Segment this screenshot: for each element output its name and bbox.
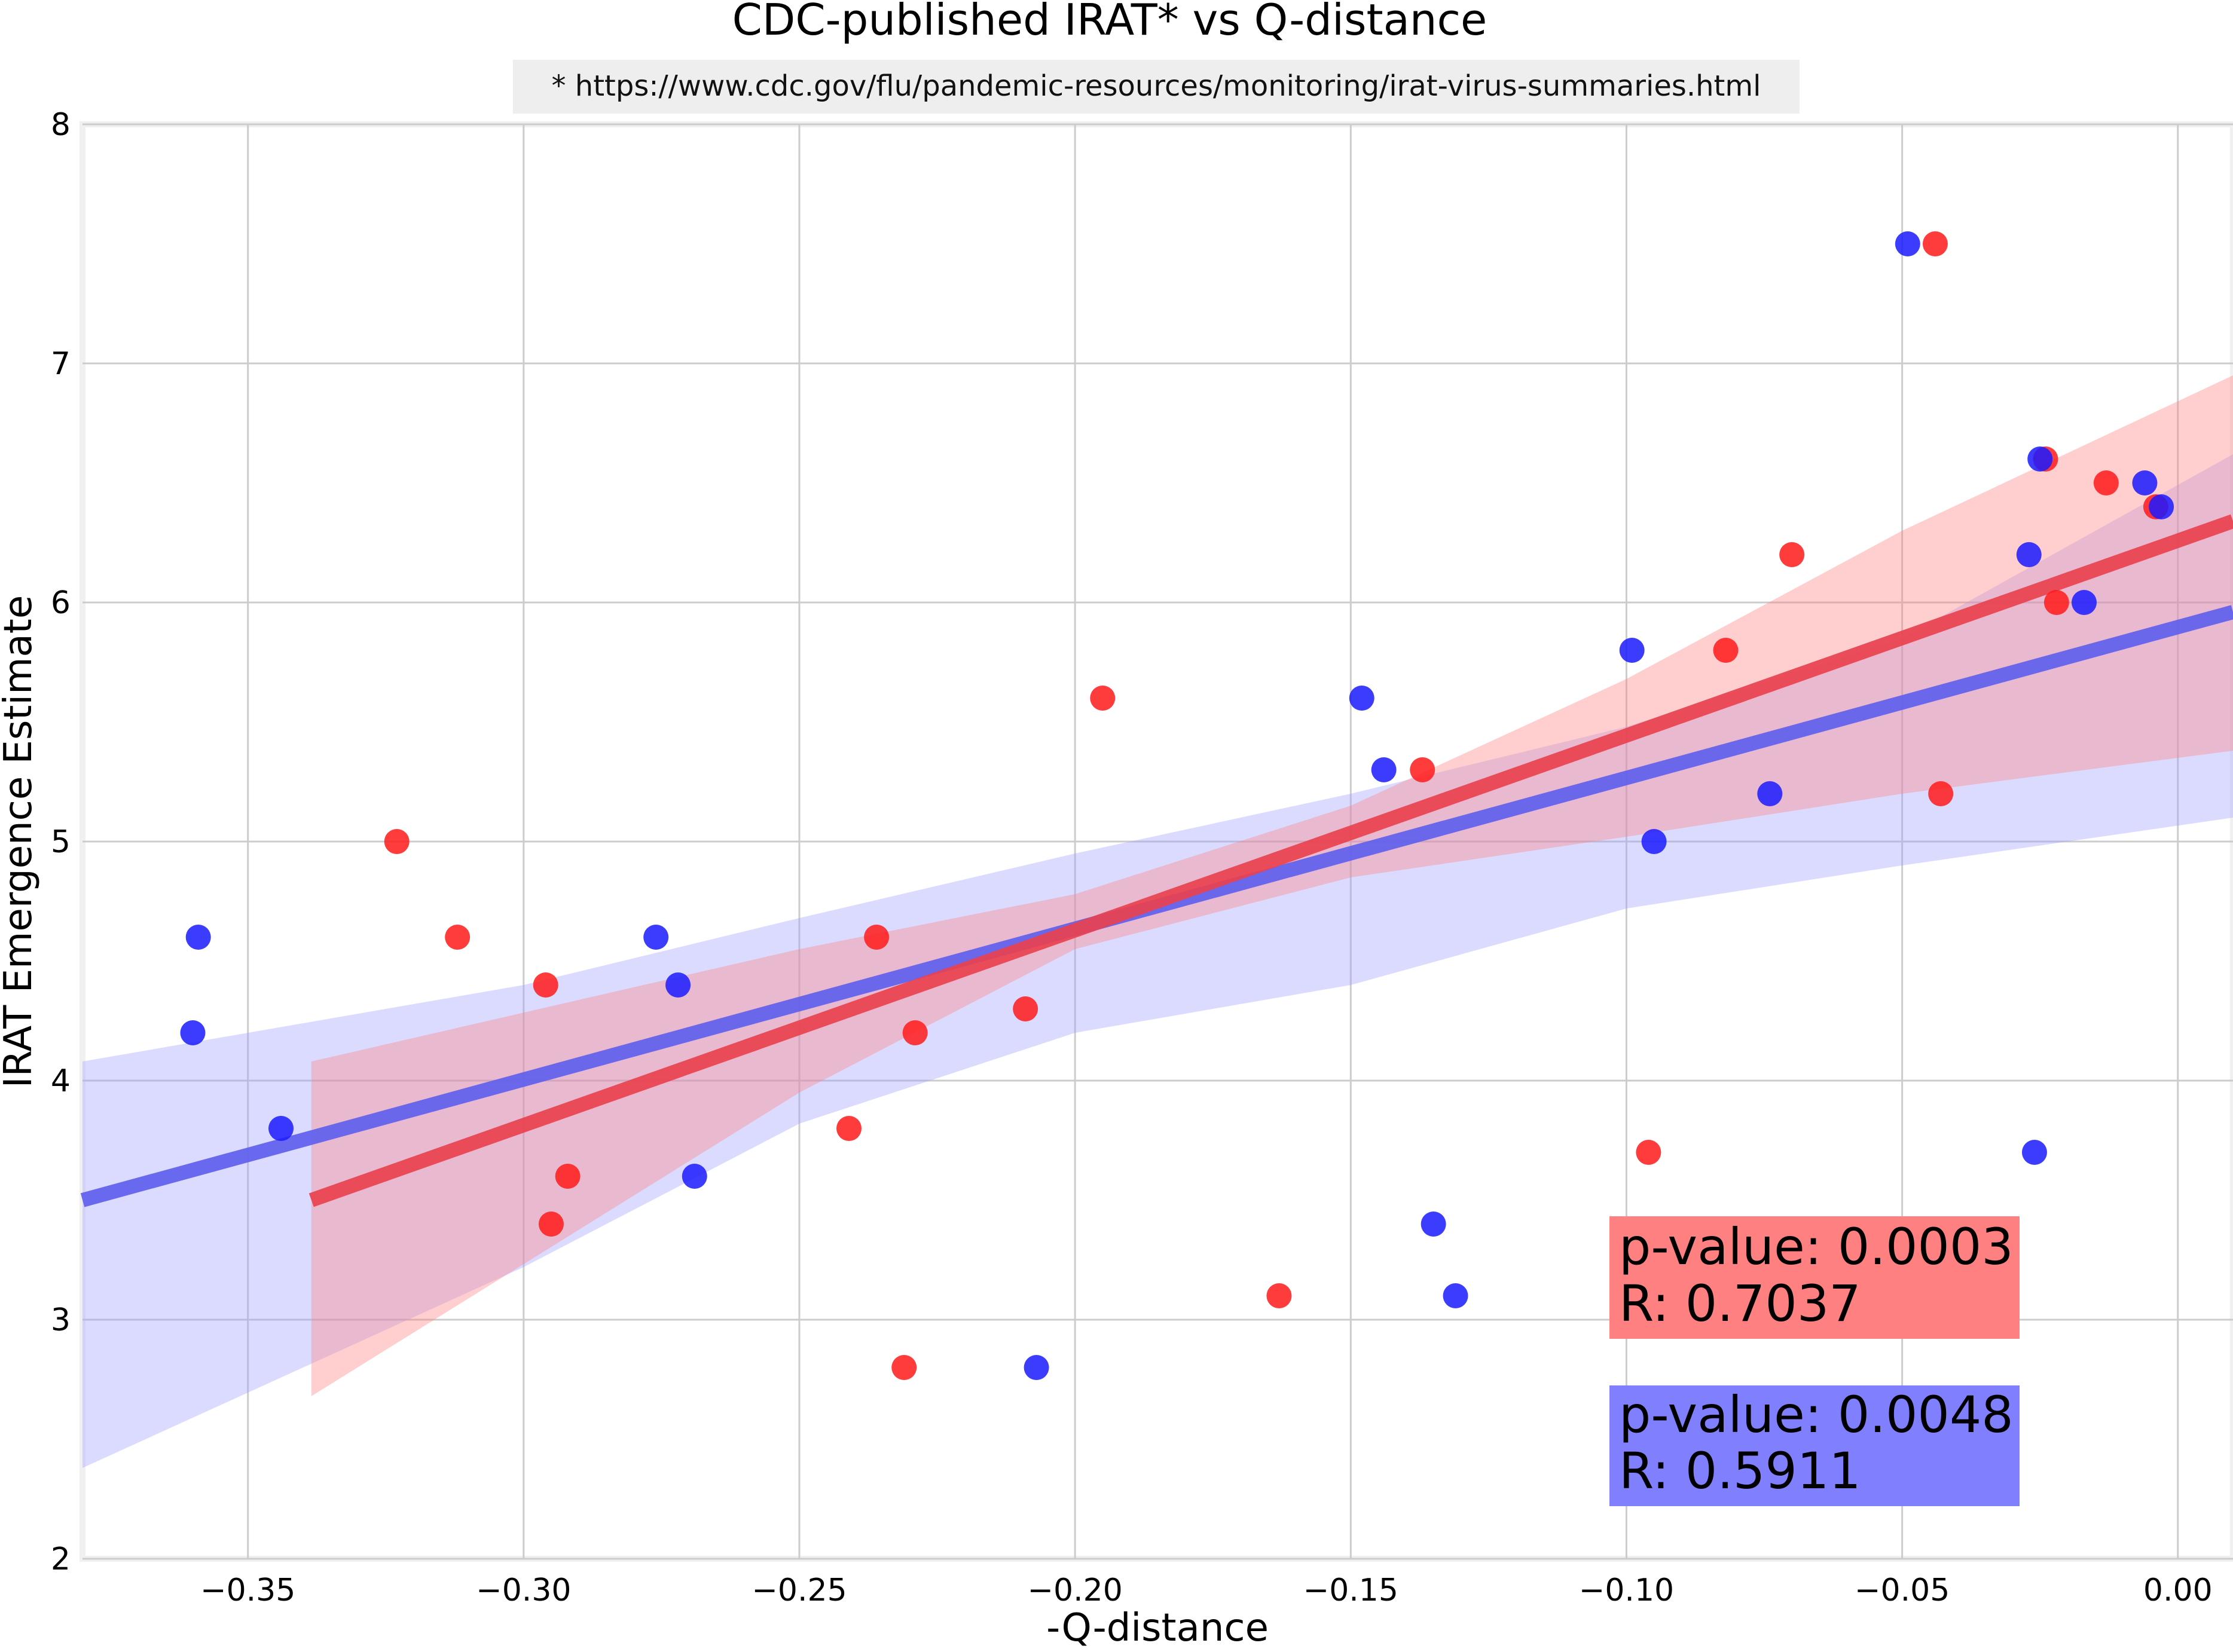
red-data-point (2043, 590, 2069, 615)
blue-data-point (2021, 1140, 2047, 1165)
blue-p-value: p-value: 0.0048 (1619, 1385, 2014, 1444)
x-tick-label: −0.10 (1579, 1573, 1674, 1608)
blue-data-point (268, 1116, 294, 1141)
red-data-point (891, 1355, 917, 1380)
x-axis-label: -Q-distance (1046, 1606, 1269, 1650)
chart-subtitle: * https://www.cdc.gov/flu/pandemic-resou… (552, 69, 1761, 103)
y-tick-labels: 2 3 4 5 6 7 8 (51, 107, 71, 1577)
blue-data-point (1895, 231, 1920, 256)
y-tick-label: 4 (51, 1063, 71, 1099)
red-data-point (1928, 781, 1954, 806)
y-axis-label: IRAT Emergence Estimate (0, 595, 41, 1088)
blue-r-value: R: 0.5911 (1619, 1442, 1861, 1500)
red-stats-box: p-value: 0.0003 R: 0.7037 (1609, 1216, 2020, 1339)
blue-data-point (1349, 686, 1374, 711)
y-tick-label: 2 (51, 1541, 71, 1577)
x-tick-label: −0.15 (1303, 1573, 1398, 1608)
blue-data-point (1619, 638, 1645, 663)
blue-stats-box: p-value: 0.0048 R: 0.5911 (1609, 1385, 2020, 1506)
red-p-value: p-value: 0.0003 (1619, 1217, 2014, 1276)
blue-data-point (1641, 829, 1667, 854)
red-data-point (538, 1212, 564, 1237)
y-tick-label: 7 (51, 346, 71, 382)
blue-data-point (2071, 590, 2097, 615)
red-data-point (384, 829, 410, 854)
red-data-point (1410, 757, 1435, 782)
blue-data-point (1757, 781, 1783, 806)
red-data-point (1922, 231, 1948, 256)
blue-data-point (2132, 470, 2158, 495)
red-data-point (1779, 542, 1805, 567)
red-data-point (1266, 1283, 1292, 1308)
blue-data-point (682, 1164, 707, 1189)
blue-data-point (185, 925, 211, 950)
y-tick-label: 3 (51, 1302, 71, 1338)
red-data-point (864, 925, 890, 950)
blue-data-point (665, 972, 691, 998)
blue-data-point (1371, 757, 1397, 782)
subtitle-box (513, 60, 1800, 114)
y-tick-label: 6 (51, 585, 71, 621)
red-data-point (1713, 638, 1739, 663)
chart-title: CDC-published IRAT* vs Q-distance (732, 0, 1487, 45)
red-data-point (836, 1116, 862, 1141)
x-tick-label: −0.30 (476, 1573, 571, 1608)
red-r-value: R: 0.7037 (1619, 1274, 1861, 1333)
x-tick-labels: −0.35 −0.30 −0.25 −0.20 −0.15 −0.10 −0.05 0.00 (200, 1573, 2213, 1608)
y-tick-label: 5 (51, 824, 71, 860)
data-points (180, 231, 2174, 1380)
regression-lines (80, 514, 2233, 1207)
blue-stats-background (1609, 1385, 2020, 1506)
red-data-point (1636, 1140, 1661, 1165)
blue-data-point (1024, 1355, 1049, 1380)
red-data-point (2093, 470, 2119, 495)
grid-lines (83, 123, 2233, 1560)
blue-data-point (1421, 1212, 1446, 1237)
blue-data-point (2149, 494, 2174, 519)
red-data-point (445, 925, 471, 950)
red-data-point (902, 1020, 928, 1045)
x-tick-label: −0.25 (752, 1573, 847, 1608)
x-tick-label: −0.35 (200, 1573, 295, 1608)
red-data-point (1090, 686, 1116, 711)
red-data-point (1013, 996, 1038, 1021)
red-data-point (555, 1164, 581, 1189)
blue-data-point (643, 925, 669, 950)
blue-data-point (2027, 446, 2053, 472)
red-stats-background (1609, 1216, 2020, 1339)
x-tick-label: 0.00 (2143, 1573, 2213, 1608)
red-data-point (533, 972, 558, 998)
x-tick-label: −0.20 (1027, 1573, 1122, 1608)
red-regression-line (308, 514, 2233, 1207)
blue-data-point (1443, 1283, 1468, 1308)
blue-data-point (180, 1020, 206, 1045)
blue-data-point (2016, 542, 2042, 567)
red-confidence-band (311, 375, 2233, 1396)
x-tick-label: −0.05 (1855, 1573, 1950, 1608)
y-tick-label: 8 (51, 107, 71, 143)
